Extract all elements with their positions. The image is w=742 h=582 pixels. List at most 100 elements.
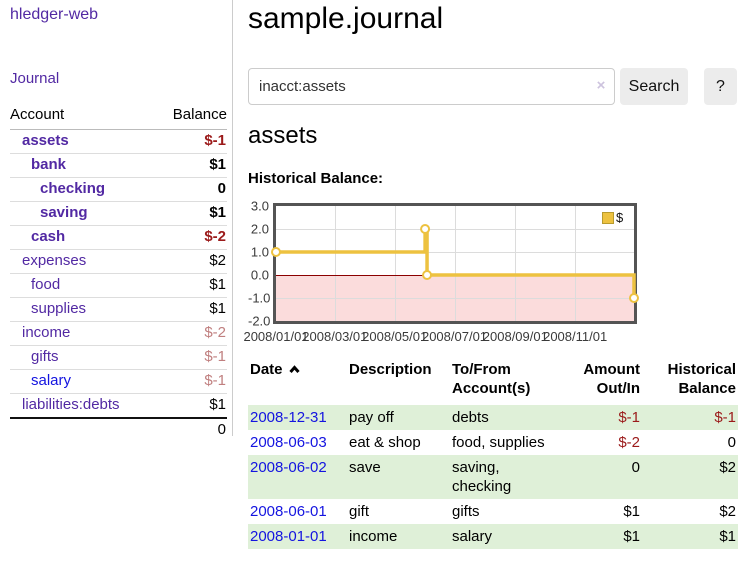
main-content: sample.journal × Search ? assets Histori…	[243, 0, 742, 582]
account-link-income[interactable]: income	[10, 321, 156, 346]
transaction-date-link[interactable]: 2008-06-03	[250, 434, 327, 451]
account-row: liabilities:debts $1	[10, 394, 227, 419]
transaction-historical-balance: 0	[727, 434, 736, 451]
transaction-date-link[interactable]: 2008-06-01	[250, 503, 327, 520]
transaction-historical-balance: $1	[719, 528, 736, 545]
account-row: saving $1	[10, 201, 227, 226]
sidebar: hledger-web Journal Account Balance asse…	[0, 0, 233, 442]
transaction-historical-balance: $2	[719, 503, 736, 520]
transaction-description: pay off	[349, 409, 394, 426]
transaction-date-link[interactable]: 2008-06-02	[250, 459, 327, 476]
account-heading: assets	[248, 122, 318, 149]
account-row: bank $1	[10, 153, 227, 178]
y-tick-label: 2.0	[250, 221, 269, 237]
y-tick-label: -1.0	[248, 290, 271, 306]
x-tick-label: 2008/11/01	[543, 329, 608, 344]
plot-area[interactable]: $	[271, 206, 639, 321]
date-header-label: Date	[250, 361, 283, 378]
account-row: gifts $-1	[10, 345, 227, 370]
historical-balance-label: Historical Balance:	[248, 170, 384, 187]
transaction-accounts: saving, checking	[452, 459, 512, 495]
description-column-header: Description	[349, 361, 432, 378]
search-form: × Search ?	[248, 68, 742, 105]
transaction-accounts: salary	[452, 528, 493, 545]
sort-ascending-icon	[288, 365, 300, 373]
clear-search-icon[interactable]: ×	[596, 77, 606, 94]
account-balance: $-1	[155, 129, 227, 154]
vertical-gridline	[334, 206, 336, 321]
register-header-row: Date Description To/From Account(s) Amou…	[248, 357, 738, 405]
account-row: food $1	[10, 273, 227, 298]
search-input[interactable]	[248, 68, 615, 105]
transaction-amount: $1	[623, 528, 640, 545]
account-row: income $-2	[10, 321, 227, 346]
transaction-description: eat & shop	[349, 434, 421, 451]
account-link-assets[interactable]: assets	[10, 129, 156, 154]
transaction-amount: $1	[623, 503, 640, 520]
account-row: checking 0	[10, 177, 227, 202]
transaction-accounts: food, supplies	[452, 434, 545, 451]
sidebar-item-journal[interactable]: Journal	[10, 70, 60, 87]
account-link-supplies[interactable]: supplies	[10, 297, 156, 322]
account-balance: $2	[155, 249, 227, 274]
account-link-gifts[interactable]: gifts	[10, 345, 156, 370]
account-row: salary $-1	[10, 369, 227, 394]
register-row: 2008-06-01 gift gifts $1 $2	[248, 499, 738, 524]
y-tick-label: -2.0	[248, 313, 271, 329]
account-link-expenses[interactable]: expenses	[10, 249, 156, 274]
transaction-date-link[interactable]: 2008-01-01	[250, 528, 327, 545]
legend-series-label: $	[616, 210, 624, 225]
x-tick-label: 2008/05/01	[362, 329, 428, 344]
account-link-salary[interactable]: salary	[10, 369, 156, 394]
historical-column-header: Historical Balance	[667, 361, 736, 397]
accounts-column-header: To/From Account(s)	[452, 361, 531, 397]
x-tick-label: 2008/01/01	[243, 329, 309, 344]
account-balance: $1	[209, 396, 226, 413]
y-tick-label: 3.0	[250, 198, 269, 214]
transaction-date-link[interactable]: 2008-12-31	[250, 409, 327, 426]
account-balance: $1	[155, 297, 227, 322]
account-link-liabilities-debts[interactable]: liabilities:debts	[22, 396, 120, 413]
account-balance: $-2	[155, 321, 227, 346]
account-balance: 0	[155, 177, 227, 202]
balance-series-line	[271, 224, 639, 303]
register-row: 2008-12-31 pay off debts $-1 $-1	[248, 405, 738, 430]
transaction-accounts: gifts	[452, 503, 480, 520]
account-balance: $-2	[155, 225, 227, 250]
y-tick-label: 1.0	[250, 244, 269, 260]
amount-column-header: Amount Out/In	[583, 361, 640, 397]
transaction-amount: $-1	[618, 409, 640, 426]
date-column-header[interactable]: Date	[248, 357, 347, 405]
vertical-gridline	[575, 206, 577, 321]
account-link-saving[interactable]: saving	[10, 201, 156, 226]
vertical-gridline	[515, 206, 517, 321]
account-balance: $1	[155, 201, 227, 226]
transaction-description: save	[349, 459, 381, 476]
account-row: cash $-2	[10, 225, 227, 250]
x-tick-label: 2008/07/01	[421, 329, 488, 344]
register-row: 2008-06-03 eat & shop food, supplies $-2…	[248, 430, 738, 455]
account-link-bank[interactable]: bank	[10, 153, 156, 178]
account-row: assets $-1	[10, 129, 227, 154]
account-balance-table: Account Balance assets $-1 bank $1 check…	[10, 103, 227, 442]
transaction-description: gift	[349, 503, 370, 520]
register-table: Date Description To/From Account(s) Amou…	[248, 357, 738, 549]
account-table-header: Account Balance	[10, 103, 227, 130]
help-button[interactable]: ?	[704, 68, 737, 105]
register-row: 2008-06-02 save saving, checking 0 $2	[248, 455, 738, 499]
transaction-historical-balance: $2	[719, 459, 736, 476]
search-button[interactable]: Search	[620, 68, 688, 105]
plot-border: $	[271, 203, 639, 324]
account-column-header: Account	[10, 103, 156, 130]
account-link-food[interactable]: food	[10, 273, 156, 298]
account-balance: $1	[155, 273, 227, 298]
brand-link[interactable]: hledger-web	[10, 6, 99, 23]
transaction-amount: 0	[631, 459, 640, 476]
account-link-checking[interactable]: checking	[10, 177, 156, 202]
transaction-amount: $-2	[618, 434, 640, 451]
chart: $ 3.0 2.0 1.0 0.0 -1.0 -2.0 2008/01/01 2008/03/…	[243, 199, 742, 348]
accounts-total-row: 0	[10, 417, 227, 442]
transaction-description: income	[349, 528, 398, 545]
y-tick-label: 0.0	[250, 267, 269, 283]
account-link-cash[interactable]: cash	[10, 225, 156, 250]
